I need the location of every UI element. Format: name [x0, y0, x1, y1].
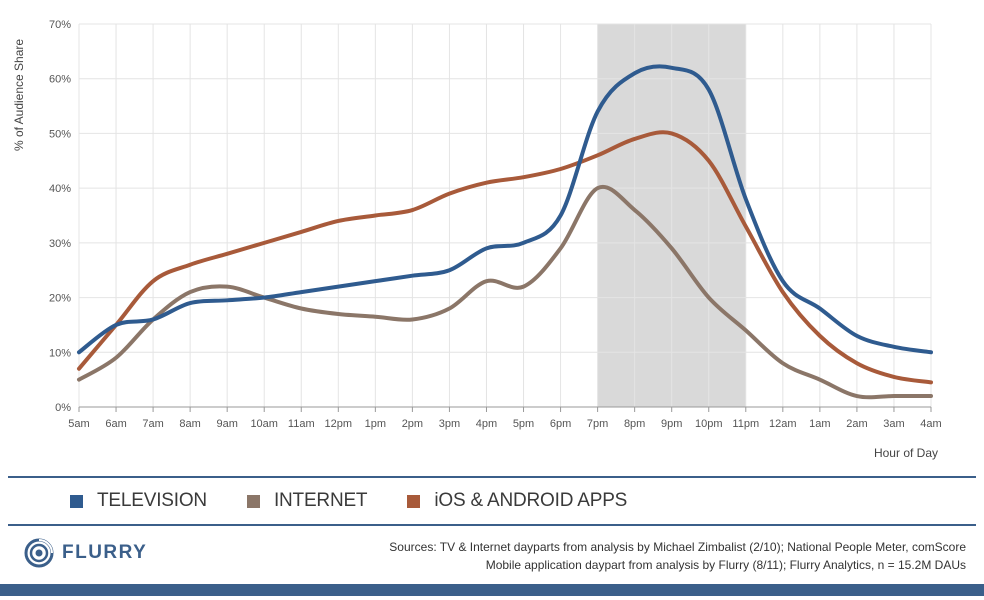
x-tick-label: 4am [920, 418, 941, 430]
y-tick-label: 20% [49, 293, 71, 305]
legend-label-television: TELEVISION [97, 490, 207, 511]
x-tick-label: 7pm [587, 418, 608, 430]
y-tick-label: 30% [49, 238, 71, 250]
footer-top-rule [8, 524, 976, 526]
y-tick-label: 60% [49, 74, 71, 86]
x-tick-label: 12am [769, 418, 797, 430]
y-tick-label: 70% [49, 19, 71, 31]
line-chart: 0% 10% 20% 30% 40% 50% 60% 70% 5am 6am 7am 8am 9am 10… [12, 19, 942, 460]
x-tick-label: 6am [105, 418, 126, 430]
legend-swatch-television [70, 494, 83, 508]
x-tick-label: 6pm [550, 418, 571, 430]
sources-line-2: Mobile application daypart from analysis… [485, 558, 966, 572]
flurry-logo-text: FLURRY [62, 542, 148, 563]
x-tick-label: 3am [883, 418, 904, 430]
x-tick-label: 11am [288, 418, 315, 430]
x-tick-label: 4pm [476, 418, 497, 430]
x-tick-label: 5pm [513, 418, 534, 430]
x-tick-label: 5am [68, 418, 89, 430]
y-tick-label: 50% [49, 128, 71, 140]
grid-layer [78, 23, 932, 408]
x-tick-label: 9am [216, 418, 237, 430]
flurry-swirl-icon [24, 538, 54, 568]
series-line-internet [77, 184, 933, 400]
x-tick-label: 11pm [732, 418, 759, 430]
x-tick-label: 1pm [365, 418, 386, 430]
x-tick-label: 3pm [439, 418, 460, 430]
y-tick-label: 10% [49, 347, 71, 359]
legend-swatch-apps [407, 494, 421, 508]
series-line-television [77, 64, 933, 355]
x-tick-label: 8pm [624, 418, 645, 430]
x-tick-label: 10pm [695, 418, 723, 430]
x-tick-label: 10am [250, 418, 278, 430]
x-tick-label: 8am [179, 418, 200, 430]
series-line-ios-android-apps [77, 130, 933, 385]
x-tick-label: 2pm [402, 418, 423, 430]
chart-legend: TELEVISION INTERNET iOS & ANDROID APPS [70, 486, 667, 516]
series-layer [77, 64, 933, 400]
x-tick-label: 9pm [661, 418, 682, 430]
legend-label-apps: iOS & ANDROID APPS [434, 490, 628, 511]
y-tick-label: 0% [55, 402, 71, 414]
legend-item-internet: INTERNET [246, 490, 368, 512]
bottom-brand-bar [0, 584, 984, 596]
x-tick-label: 2am [846, 418, 867, 430]
y-tick-label: 40% [49, 183, 71, 195]
legend-item-television: TELEVISION [70, 490, 207, 512]
x-tick-label: 1am [809, 418, 830, 430]
x-tick-label: 12pm [325, 418, 353, 430]
sources-line-1: Sources: TV & Internet dayparts from ana… [389, 540, 966, 554]
sources-note: Sources: TV & Internet dayparts from ana… [389, 538, 966, 574]
flurry-logo: FLURRY [24, 538, 147, 568]
legend-swatch-internet [246, 494, 260, 508]
legend-label-internet: INTERNET [273, 490, 368, 511]
axis-layer: 0% 10% 20% 30% 40% 50% 60% 70% 5am 6am 7am 8am 9am 10… [49, 19, 942, 430]
x-axis-title: Hour of Day [874, 446, 938, 460]
y-axis-title: % of Audience Share [12, 39, 26, 151]
legend-top-rule [8, 476, 976, 478]
legend-item-apps: iOS & ANDROID APPS [407, 490, 627, 512]
footer: FLURRY Sources: TV & Internet dayparts f… [0, 530, 984, 580]
x-tick-label: 7am [142, 418, 163, 430]
